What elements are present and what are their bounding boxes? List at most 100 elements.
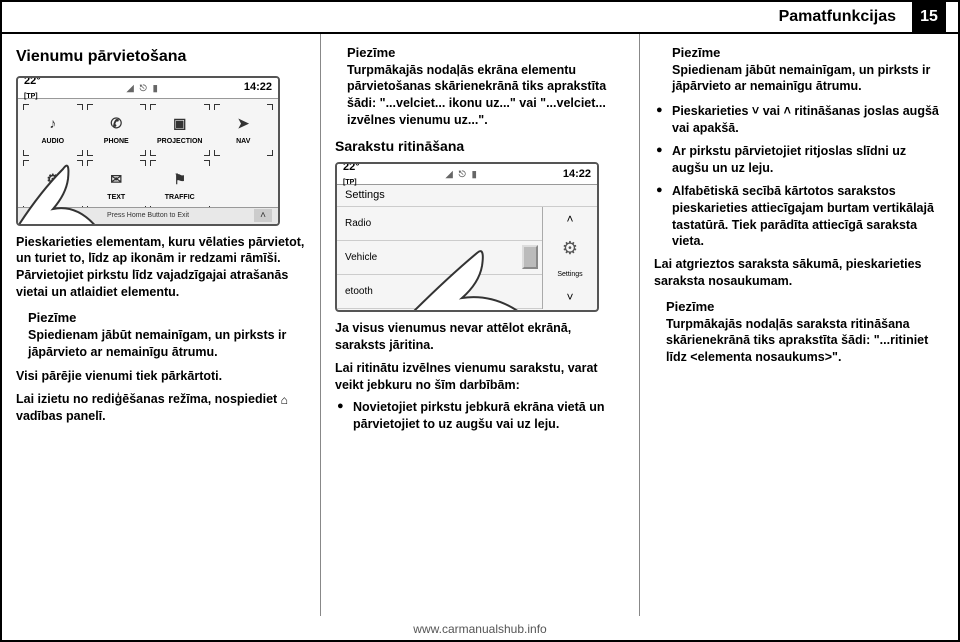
column-middle: Piezīme Turpmākajās nodaļās ekrāna eleme… bbox=[320, 34, 640, 616]
nav-icon: ➤ bbox=[232, 113, 254, 135]
status-bar: 22° [TP] ◢ ⎋ ▮ 14:22 bbox=[337, 164, 597, 185]
note-body: Spiedienam jābūt nemainīgam, un pirksts … bbox=[28, 327, 306, 361]
status-icons: ◢ ⎋ ▮ bbox=[127, 82, 158, 94]
chevron-up-icon: ˄ bbox=[784, 103, 791, 120]
note-block-3: Piezīme Spiedienam jābūt nemainīgam, un … bbox=[672, 44, 944, 95]
side-label: Settings bbox=[557, 270, 582, 279]
chevron-up-icon: ˄ bbox=[566, 211, 573, 227]
note-block-2: Piezīme Turpmākajās nodaļās ekrāna eleme… bbox=[347, 44, 625, 129]
status-icons: ◢ ⎋ ▮ bbox=[446, 168, 477, 180]
status-bar: 22° [TP] ◢ ⎋ ▮ 14:22 bbox=[18, 78, 278, 99]
status-left: 22° [TP] bbox=[24, 76, 41, 102]
bullet-swipe: Novietojiet pirkstu jebkurā ekrāna vietā… bbox=[335, 399, 625, 433]
note-title: Piezīme bbox=[347, 44, 625, 62]
app-label: SETT bbox=[44, 193, 62, 202]
note-title: Piezīme bbox=[28, 309, 306, 327]
note-body: Turpmākajās nodaļās saraksta ritināšana … bbox=[666, 316, 944, 367]
app-tile-audio: ♪ AUDIO bbox=[22, 103, 84, 157]
status-temp: 22° bbox=[24, 76, 41, 87]
status-temp: 22° bbox=[343, 162, 360, 173]
paragraph-touch-hold: Pieskarieties elementam, kuru vēlaties p… bbox=[16, 234, 306, 302]
gear-icon: ⚙ bbox=[42, 169, 64, 191]
gear-icon: ⚙ bbox=[562, 236, 578, 260]
note-body: Turpmākajās nodaļās ekrāna elementu pārv… bbox=[347, 62, 625, 130]
settings-row-vehicle: Vehicle bbox=[337, 241, 542, 275]
settings-row-radio: Radio bbox=[337, 207, 542, 241]
app-label: TEXT bbox=[107, 193, 125, 202]
status-time: 14:22 bbox=[244, 80, 272, 95]
signal-icon: ◢ bbox=[127, 82, 134, 94]
status-tp: [TP] bbox=[343, 179, 357, 186]
page-header: Pamatfunkcijas 15 bbox=[2, 2, 958, 34]
app-tile-text: ✉ TEXT bbox=[86, 159, 148, 213]
traffic-icon: ⚑ bbox=[169, 169, 191, 191]
page-number: 15 bbox=[912, 2, 946, 32]
note-title: Piezīme bbox=[672, 44, 944, 62]
status-time: 14:22 bbox=[563, 167, 591, 182]
page-container: Pamatfunkcijas 15 Vienumu pārvietošana 2… bbox=[0, 0, 960, 642]
bullet-drag-thumb: Ar pirkstu pārvietojiet ritjoslas slīdni… bbox=[654, 143, 944, 177]
settings-list: Radio Vehicle etooth bbox=[337, 207, 543, 309]
bottom-hint: Press Home Button to Exit bbox=[107, 211, 189, 220]
paragraph-must-scroll: Ja visus vienumus nevar attēlot ekrānā, … bbox=[335, 320, 625, 354]
bullet-list: Novietojiet pirkstu jebkurā ekrāna vietā… bbox=[335, 399, 625, 433]
app-tile-nav: ➤ NAV bbox=[213, 103, 275, 157]
para3-prefix: Lai izietu no rediģēšanas režīma, nospie… bbox=[16, 392, 281, 406]
column-right: Piezīme Spiedienam jābūt nemainīgam, un … bbox=[640, 34, 958, 616]
link-icon: ⎋ bbox=[140, 82, 147, 94]
column-left: Vienumu pārvietošana 22° [TP] ◢ ⎋ ▮ 14:2… bbox=[2, 34, 320, 616]
projection-icon: ▣ bbox=[169, 113, 191, 135]
app-label: NAV bbox=[236, 137, 250, 146]
paragraph-rearranged: Visi pārējie vienumi tiek pārkārtoti. bbox=[16, 368, 306, 385]
app-tile-traffic: ⚑ TRAFFIC bbox=[149, 159, 211, 213]
heading-scroll-lists: Sarakstu ritināšana bbox=[335, 137, 625, 156]
bullet-alpha-jump: Alfabētiskā secībā kārtotos sarakstos pi… bbox=[654, 183, 944, 251]
app-label: TRAFFIC bbox=[165, 193, 195, 202]
note-body: Spiedienam jābūt nemainīgam, un pirksts … bbox=[672, 62, 944, 96]
link-icon: ⎋ bbox=[459, 168, 466, 180]
settings-body: Radio Vehicle etooth ˄ ⚙ Settings ˅ bbox=[337, 207, 597, 309]
app-tile-phone: ✆ PHONE bbox=[86, 103, 148, 157]
note-title: Piezīme bbox=[666, 298, 944, 316]
music-note-icon: ♪ bbox=[42, 113, 64, 135]
note-block-1: Piezīme Spiedienam jābūt nemainīgam, un … bbox=[28, 309, 306, 360]
screenshot-settings-list: 22° [TP] ◢ ⎋ ▮ 14:22 Settings Radio Vehi… bbox=[335, 162, 599, 312]
scroll-thumb bbox=[522, 245, 538, 269]
screen-title: Settings bbox=[337, 185, 597, 207]
bullet2-prefix: Pieskarieties bbox=[672, 104, 752, 118]
paragraph-exit-edit: Lai izietu no rediģēšanas režīma, nospie… bbox=[16, 391, 306, 425]
status-tp: [TP] bbox=[24, 93, 38, 100]
app-label: PHONE bbox=[104, 137, 129, 146]
app-tile-projection: ▣ PROJECTION bbox=[149, 103, 211, 157]
chevron-down-icon: ˅ bbox=[566, 289, 573, 305]
bullet-list-cont: Pieskarieties ˅ vai ˄ ritināšanas joslas… bbox=[654, 103, 944, 250]
chevron-up-icon: ˄ bbox=[254, 209, 272, 223]
header-title: Pamatfunkcijas bbox=[779, 8, 896, 26]
battery-icon: ▮ bbox=[472, 168, 477, 180]
battery-icon: ▮ bbox=[153, 82, 158, 94]
app-tile-settings: ⚙ SETT bbox=[22, 159, 84, 213]
paragraph-back-to-top: Lai atgrieztos saraksta sākumā, pieskari… bbox=[654, 256, 944, 290]
screenshot-home-grid: 22° [TP] ◢ ⎋ ▮ 14:22 ♪ AUDIO ✆ PHONE ▣ PROJ… bbox=[16, 76, 280, 226]
home-icon: ⌂ bbox=[281, 392, 288, 408]
app-icon-grid: ♪ AUDIO ✆ PHONE ▣ PROJECTION ➤ NAV ⚙ SETT ✉ TE… bbox=[18, 99, 278, 217]
signal-icon: ◢ bbox=[446, 168, 453, 180]
para3-suffix: vadības panelī. bbox=[16, 409, 106, 423]
row-label: Radio bbox=[345, 217, 371, 231]
envelope-icon: ✉ bbox=[105, 169, 127, 191]
phone-icon: ✆ bbox=[105, 113, 127, 135]
row-label: Vehicle bbox=[345, 251, 377, 265]
settings-side-panel: ˄ ⚙ Settings ˅ bbox=[543, 207, 597, 309]
note-block-4: Piezīme Turpmākajās nodaļās saraksta rit… bbox=[666, 298, 944, 366]
screen-bottom-bar: Press Home Button to Exit ˄ bbox=[18, 207, 278, 224]
bullet-arrows: Pieskarieties ˅ vai ˄ ritināšanas joslas… bbox=[654, 103, 944, 137]
heading-move-items: Vienumu pārvietošana bbox=[16, 46, 306, 68]
chevron-down-icon: ˅ bbox=[752, 103, 759, 120]
paragraph-to-scroll: Lai ritinātu izvēlnes vienumu sarakstu, … bbox=[335, 360, 625, 394]
app-label: AUDIO bbox=[41, 137, 64, 146]
settings-row-bluetooth: etooth bbox=[337, 275, 542, 309]
footer-url: www.carmanualshub.info bbox=[2, 622, 958, 636]
row-label: etooth bbox=[345, 285, 373, 299]
status-left: 22° [TP] bbox=[343, 162, 360, 188]
app-label: PROJECTION bbox=[157, 137, 203, 146]
